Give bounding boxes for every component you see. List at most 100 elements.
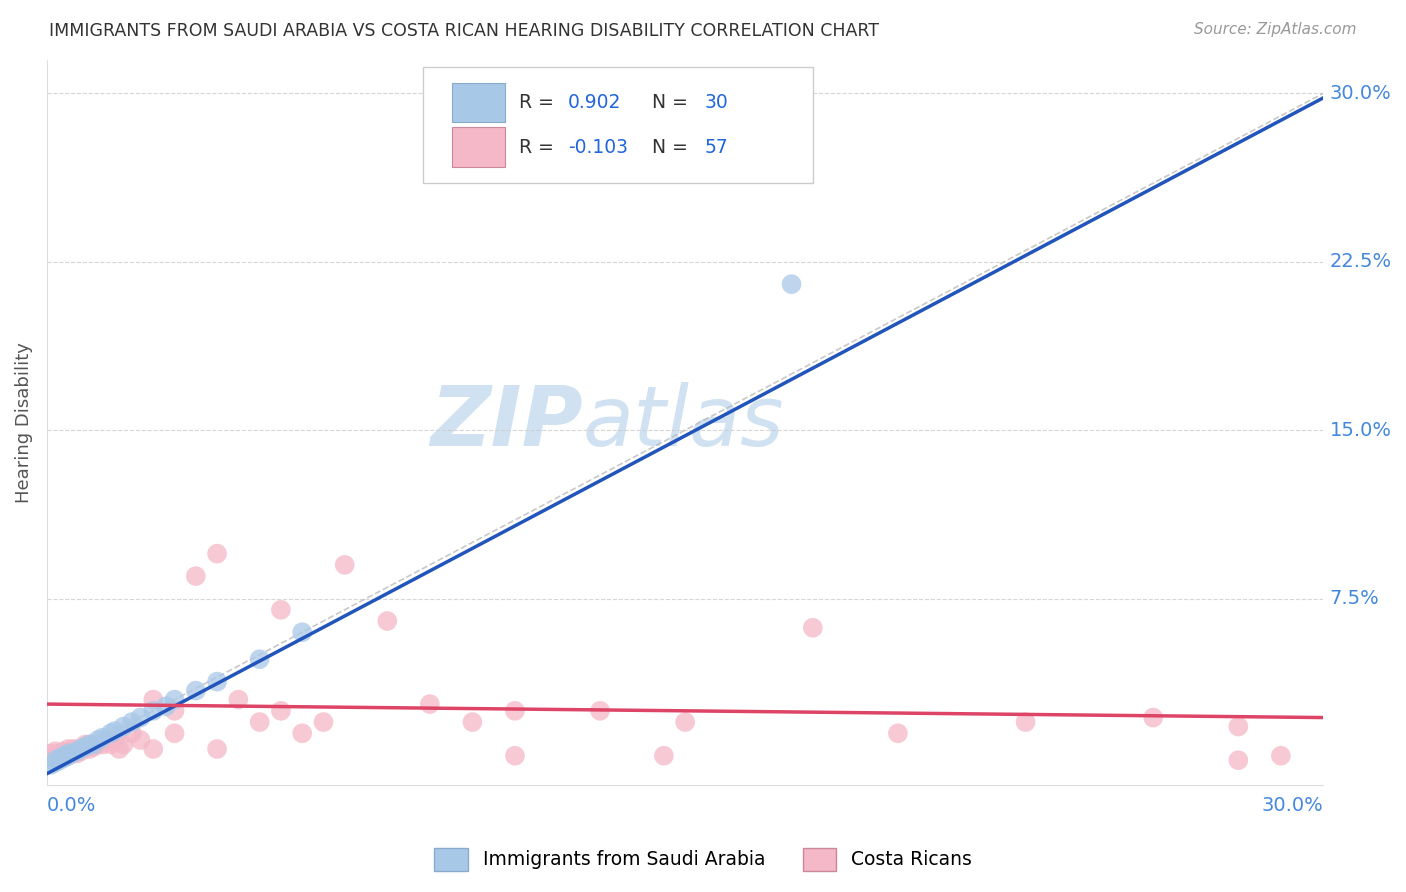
Point: [96, 733, 118, 747]
Point: [100, 726, 122, 740]
Text: 22.5%: 22.5%: [1330, 252, 1392, 271]
Point: [155, 699, 177, 714]
Text: Source: ZipAtlas.com: Source: ZipAtlas.com: [1194, 22, 1357, 37]
Text: -0.103: -0.103: [568, 137, 627, 157]
Point: [291, 726, 314, 740]
Point: [129, 733, 152, 747]
Point: [503, 748, 526, 763]
Point: [52, 748, 75, 763]
Point: [375, 614, 398, 628]
Point: [1142, 710, 1164, 724]
Text: 15.0%: 15.0%: [1330, 421, 1392, 440]
Point: [91, 731, 114, 745]
Point: [333, 558, 356, 572]
Point: [142, 742, 165, 756]
Point: [66, 744, 89, 758]
Point: [79, 738, 101, 752]
Point: [108, 742, 131, 756]
Text: 0.0%: 0.0%: [46, 797, 96, 815]
Point: [83, 738, 105, 752]
Point: [1270, 748, 1292, 763]
Point: [52, 744, 75, 758]
Point: [121, 714, 143, 729]
Point: [1227, 753, 1250, 767]
Point: [228, 692, 250, 706]
Point: [70, 744, 93, 758]
Point: [48, 751, 70, 765]
Point: [205, 742, 228, 756]
Point: [91, 738, 114, 752]
Point: [75, 738, 97, 752]
Point: [801, 621, 824, 635]
Point: [56, 742, 79, 756]
Point: [142, 692, 165, 706]
FancyBboxPatch shape: [423, 67, 813, 183]
FancyBboxPatch shape: [451, 83, 505, 122]
Point: [87, 733, 110, 747]
Point: [83, 739, 105, 754]
Point: [142, 704, 165, 718]
Text: 57: 57: [704, 137, 728, 157]
Text: 0.902: 0.902: [568, 93, 621, 112]
Text: ZIP: ZIP: [430, 382, 583, 463]
Text: 30.0%: 30.0%: [1261, 797, 1323, 815]
Point: [52, 751, 75, 765]
Point: [163, 692, 186, 706]
Point: [503, 704, 526, 718]
Point: [652, 748, 675, 763]
Point: [112, 738, 135, 752]
Point: [205, 674, 228, 689]
Point: [75, 739, 97, 754]
Point: [44, 748, 66, 763]
Point: [87, 738, 110, 752]
Point: [249, 652, 271, 666]
Text: N =: N =: [641, 137, 695, 157]
Point: [104, 724, 127, 739]
Point: [291, 625, 314, 640]
Point: [62, 742, 84, 756]
Point: [163, 726, 186, 740]
Point: [62, 747, 84, 761]
Point: [461, 714, 484, 729]
Point: [121, 726, 143, 740]
Point: [270, 603, 292, 617]
Point: [163, 704, 186, 718]
Text: IMMIGRANTS FROM SAUDI ARABIA VS COSTA RICAN HEARING DISABILITY CORRELATION CHART: IMMIGRANTS FROM SAUDI ARABIA VS COSTA RI…: [49, 22, 879, 40]
Point: [66, 747, 89, 761]
Point: [100, 738, 122, 752]
Point: [129, 710, 152, 724]
Point: [312, 714, 335, 729]
Text: N =: N =: [641, 93, 695, 112]
Point: [44, 744, 66, 758]
Point: [887, 726, 910, 740]
Point: [56, 748, 79, 763]
Point: [62, 747, 84, 761]
Point: [249, 714, 271, 729]
Text: R =: R =: [519, 93, 560, 112]
Point: [48, 751, 70, 765]
Text: atlas: atlas: [583, 382, 785, 463]
Point: [39, 757, 62, 772]
Point: [52, 748, 75, 763]
Point: [780, 277, 803, 292]
Point: [270, 704, 292, 718]
Y-axis label: Hearing Disability: Hearing Disability: [15, 342, 32, 503]
Point: [419, 697, 441, 711]
Point: [66, 742, 89, 756]
Point: [589, 704, 612, 718]
FancyBboxPatch shape: [451, 128, 505, 167]
Point: [79, 742, 101, 756]
Point: [1014, 714, 1036, 729]
Point: [205, 547, 228, 561]
Point: [39, 747, 62, 761]
Point: [48, 747, 70, 761]
Point: [48, 753, 70, 767]
Point: [184, 683, 207, 698]
Point: [56, 747, 79, 761]
Point: [56, 748, 79, 763]
Point: [184, 569, 207, 583]
Point: [112, 720, 135, 734]
Text: 30: 30: [704, 93, 728, 112]
Legend: Immigrants from Saudi Arabia, Costa Ricans: Immigrants from Saudi Arabia, Costa Rica…: [426, 840, 980, 878]
Point: [70, 742, 93, 756]
